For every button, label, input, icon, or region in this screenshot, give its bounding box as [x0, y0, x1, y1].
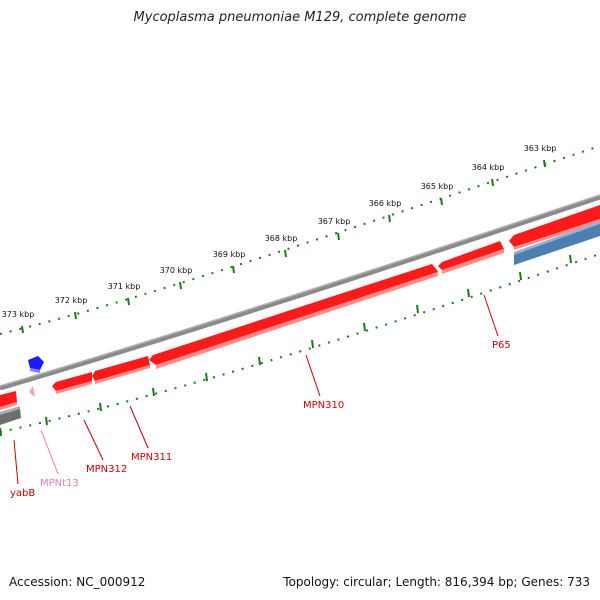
inner-major-tick — [363, 322, 366, 332]
cds-reverse-strand[interactable] — [514, 223, 600, 265]
kbp-major-tick — [491, 178, 494, 187]
kbp-label-group: 363 kbp 364 kbp 365 kbp 366 kbp 367 kbp 368 k… — [2, 144, 557, 319]
kbp-label: 370 kbp — [160, 266, 193, 275]
inner-major-tick — [0, 427, 2, 437]
kbp-major-tick — [232, 265, 235, 274]
kbp-label: 372 kbp — [55, 296, 88, 305]
map-title: Mycoplasma pneumoniae M129, complete gen… — [133, 10, 467, 25]
inner-major-tick — [311, 339, 314, 349]
outer-tick-ring — [0, 145, 600, 335]
genome-backbone — [0, 194, 600, 391]
kbp-major-tick — [284, 249, 287, 258]
kbp-major-tick — [179, 281, 182, 290]
inner-tick-ring — [0, 253, 600, 437]
cds-MPN310[interactable] — [149, 264, 438, 365]
grey-feature[interactable] — [0, 408, 21, 425]
cds-right-forward[interactable] — [509, 205, 600, 247]
kbp-major-tick — [440, 197, 443, 206]
inner-major-tick — [99, 402, 102, 412]
gene-label[interactable]: MPNt13 — [40, 478, 79, 489]
kbp-label: 366 kbp — [369, 199, 402, 208]
kbp-label: 369 kbp — [213, 250, 246, 259]
kbp-label: 363 kbp — [524, 144, 557, 153]
kbp-major-tick — [337, 232, 340, 241]
inner-major-tick — [152, 387, 155, 397]
gene-label[interactable]: MPN312 — [86, 464, 127, 475]
accession-text: Accession: NC_000912 — [9, 575, 146, 589]
inner-major-tick — [258, 356, 261, 366]
trna-marker[interactable] — [29, 386, 35, 397]
kbp-label: 371 kbp — [108, 282, 141, 291]
inner-major-tick — [416, 304, 419, 314]
gene-label[interactable]: MPN310 — [303, 400, 344, 411]
kbp-label: 368 kbp — [265, 234, 298, 243]
inner-major-tick — [519, 271, 522, 281]
cds-P65[interactable] — [438, 241, 504, 270]
cds-MPN311[interactable] — [92, 356, 150, 381]
kbp-major-tick — [543, 159, 546, 168]
inner-major-tick — [205, 372, 208, 382]
leader-lines — [13, 294, 499, 485]
kbp-label: 367 kbp — [318, 217, 351, 226]
cds-MPN312[interactable] — [52, 372, 92, 391]
cds-yabB[interactable] — [0, 391, 17, 407]
inner-major-tick — [45, 416, 48, 426]
kbp-major-tick — [127, 297, 130, 306]
kbp-label: 364 kbp — [472, 163, 505, 172]
kbp-label: 365 kbp — [421, 182, 454, 191]
gene-label[interactable]: MPN311 — [131, 452, 172, 463]
inner-major-tick — [569, 254, 572, 264]
genome-summary-text: Topology: circular; Length: 816,394 bp; … — [283, 575, 590, 589]
kbp-label: 373 kbp — [2, 310, 35, 319]
kbp-major-tick — [74, 311, 77, 320]
gene-label[interactable]: P65 — [492, 340, 511, 351]
forward-strand-features — [0, 205, 600, 410]
kbp-major-tick — [388, 214, 391, 223]
kbp-major-tick — [21, 325, 24, 334]
blue-marker[interactable] — [28, 356, 44, 370]
gene-label[interactable]: yabB — [10, 488, 35, 499]
gene-labels: P65 MPN310 MPN311 MPN312 MPNt13 yabB — [10, 340, 511, 499]
inner-major-tick — [467, 288, 470, 298]
